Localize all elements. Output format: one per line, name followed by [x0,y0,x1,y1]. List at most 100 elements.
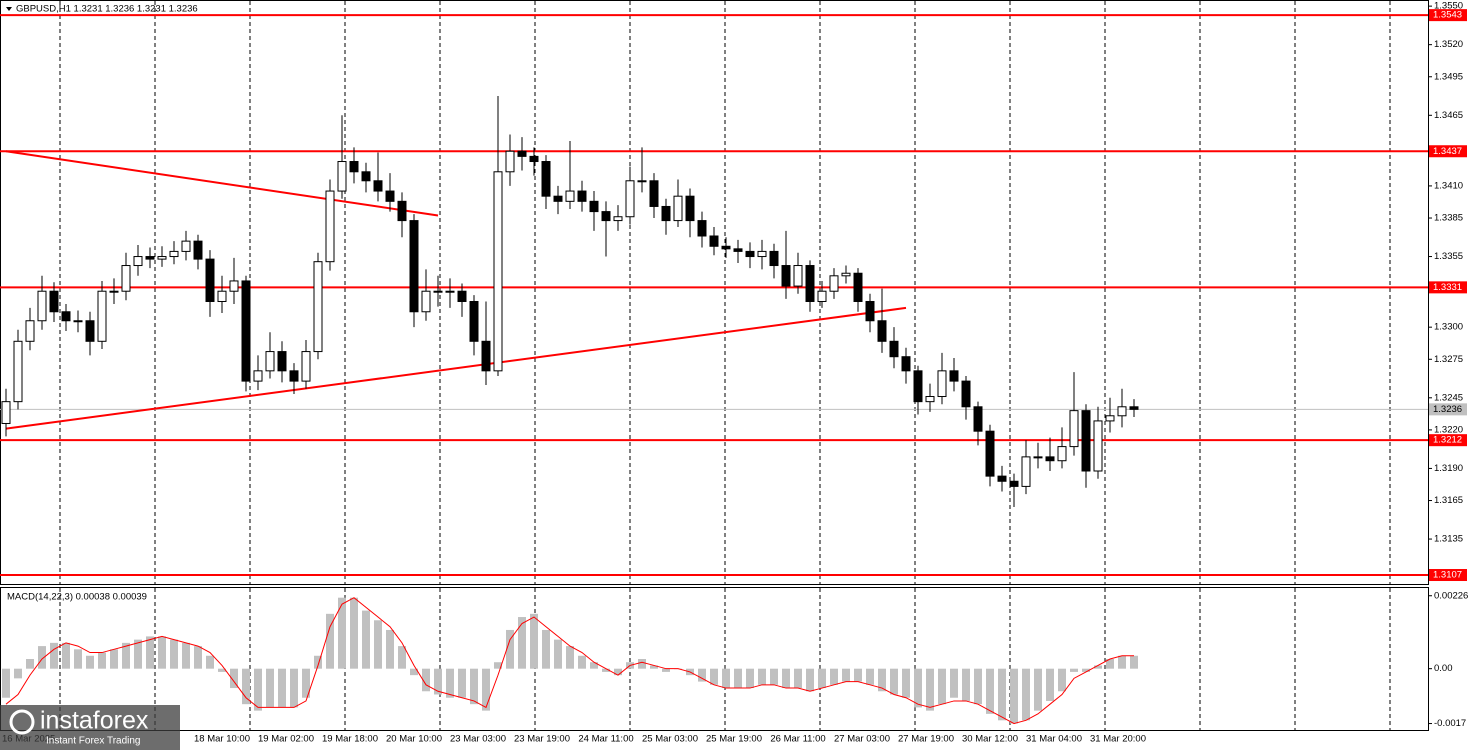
macd-bar [794,668,802,689]
candle-body [277,351,287,372]
level-label: 1.3107 [1433,570,1462,581]
candle-body [49,290,59,313]
candle-body [853,272,863,302]
candle-body [997,475,1007,482]
candle-body [613,216,623,222]
macd-bar [962,668,970,701]
y-tick-label: 1.3495 [1434,71,1463,82]
macd-bar [818,668,826,689]
macd-bar [554,639,562,669]
macd-bar [542,629,550,669]
macd-bar [314,655,322,669]
candle-body [817,290,827,302]
macd-bar [98,652,106,669]
macd-bar [386,629,394,669]
candle-body [541,161,551,197]
macd-bar [218,668,226,672]
macd-bar [698,668,706,682]
x-tick-label: 24 Mar 11:00 [578,734,633,745]
macd-bar [662,668,670,672]
candle-body [445,290,455,293]
macd-bar [866,668,874,685]
y-tick-label: 1.3190 [1434,463,1463,474]
candle-body [925,396,935,403]
candle-body [685,195,695,222]
macd-bar [518,617,526,669]
macd-bar [62,642,70,669]
candle-body [289,370,299,382]
macd-panel [0,587,1429,731]
candle-body [721,245,731,250]
macd-bar [638,659,646,669]
macd-bar [770,668,778,685]
macd-bar [158,636,166,669]
price-panel [0,0,1429,585]
macd-bar [566,646,574,669]
x-tick-label: 31 Mar 04:00 [1026,734,1082,745]
macd-bar [926,668,934,711]
x-tick-label: 23 Mar 19:00 [514,734,570,745]
macd-bar [1118,655,1126,669]
candle-body [493,171,503,372]
macd-bar [734,668,742,689]
macd-bar [26,659,34,669]
macd-bar [482,668,490,711]
y-tick-label: -0.0017 [1434,718,1466,729]
macd-bar [470,668,478,705]
candle-body [121,265,131,292]
macd-bar [890,668,898,695]
macd-header: MACD(14,22,3) 0.00038 0.00039 [7,592,147,603]
candle-body [1045,456,1055,462]
candle-body [865,300,875,322]
candle-body [409,220,419,313]
macd-bar [1034,668,1042,711]
candle-body [1021,456,1031,487]
candle-body [745,250,755,258]
logo-brand: instaforex [40,707,149,735]
y-tick-label: 0.00226 [1434,590,1468,601]
candle-body [577,190,587,202]
candle-body [649,180,659,207]
macd-bar [422,668,430,692]
candle-body [193,240,203,260]
candle-body [205,258,215,302]
candle-body [85,320,95,342]
macd-bar [614,668,622,676]
candle-body [1009,480,1019,487]
candle-body [313,261,323,353]
y-tick-label: 1.3355 [1434,251,1463,262]
macd-bar [530,613,538,669]
macd-bar [38,646,46,669]
y-tick-label: 1.3410 [1434,180,1463,191]
macd-bar [806,668,814,692]
y-tick-label: 1.3300 [1434,322,1463,333]
trend-line [5,150,439,217]
candle-body [985,430,995,477]
candle-body [301,351,311,382]
candle-body [829,275,839,292]
candle-body [661,205,671,222]
macd-bar [86,655,94,669]
candle-body [937,370,947,398]
candle-body [1,401,11,424]
y-tick-label: 1.3275 [1434,354,1463,365]
level-label: 1.3331 [1433,282,1462,293]
x-tick-label: 25 Mar 03:00 [642,734,698,745]
macd-bar [206,655,214,669]
candle-body [145,256,155,260]
macd-bar [914,668,922,708]
y-tick-label: 1.3385 [1434,213,1463,224]
candle-body [589,200,599,213]
x-tick-label: 19 Mar 02:00 [258,734,314,745]
macd-bar [602,668,610,672]
y-tick-label: 1.3220 [1434,424,1463,435]
candle-body [421,290,431,313]
candle-body [781,265,791,287]
last-price-box [1429,403,1467,416]
candle-body [109,290,119,293]
macd-bar [242,668,250,705]
candle-body [709,235,719,247]
macd-bar [1130,655,1138,669]
macd-bar [902,668,910,698]
